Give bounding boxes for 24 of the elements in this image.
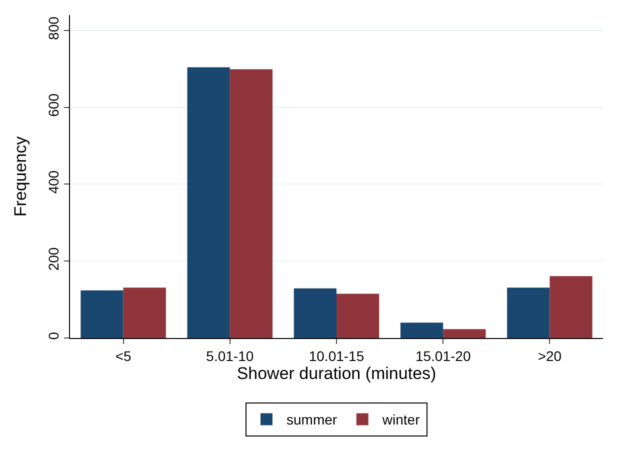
bar [443, 329, 486, 338]
y-tick-label: 800 [45, 16, 62, 40]
x-tick-label: 5.01-10 [206, 348, 254, 364]
bar [230, 69, 273, 338]
bar [550, 276, 592, 338]
bar [507, 288, 550, 338]
x-tick-label: <5 [115, 348, 132, 364]
y-tick-label: 600 [45, 93, 62, 117]
y-axis-title: Frequency [11, 136, 30, 217]
y-tick-label: 200 [45, 247, 62, 271]
x-tick-label: 10.01-15 [308, 348, 364, 364]
x-tick-label: >20 [538, 348, 562, 364]
legend-label: summer [286, 412, 338, 428]
bar [187, 67, 230, 338]
y-tick-label: 0 [45, 332, 62, 340]
legend-label: winter [381, 412, 420, 428]
x-tick-label: 15.01-20 [415, 348, 471, 364]
bar [294, 288, 336, 338]
bar [80, 290, 124, 338]
bar [336, 294, 380, 338]
bar [400, 322, 444, 338]
y-tick-label: 400 [45, 170, 62, 194]
bar [123, 288, 166, 338]
x-axis-title: Shower duration (minutes) [236, 364, 436, 384]
